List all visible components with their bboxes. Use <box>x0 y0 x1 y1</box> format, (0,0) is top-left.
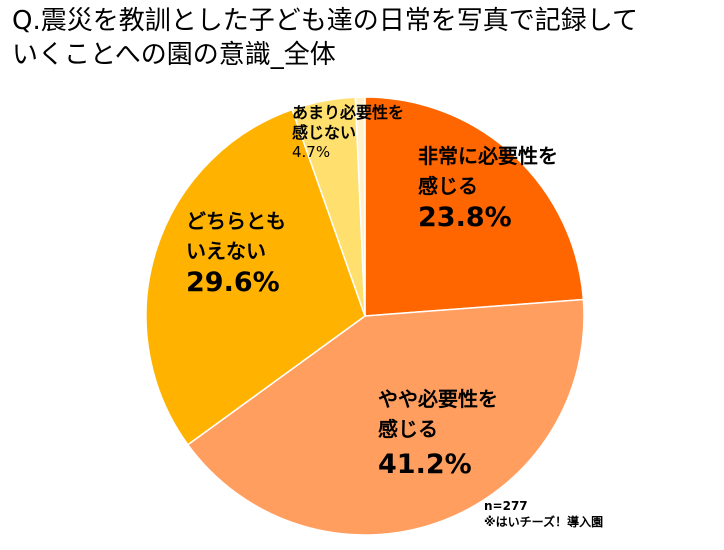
slice-label-not-very-necessary: あまり必要性を 感じない 4.7% <box>292 103 404 161</box>
slice-label-very-necessary: 非常に必要性を 感じる 23.8% <box>418 141 558 235</box>
slice-value-somewhat-necessary: 41.2% <box>378 449 472 480</box>
slice-label-somewhat-necessary: やや必要性を 感じる 41.2% <box>378 384 498 482</box>
slice-label-not-very-necessary-line1: あまり必要性を <box>292 103 405 122</box>
slice-value-not-very-necessary: 4.7% <box>292 143 331 161</box>
slice-value-neither: 29.6% <box>186 267 280 298</box>
slice-label-neither: どちらとも いえない 29.6% <box>186 206 286 300</box>
slice-label-neither-line2: いえない <box>186 239 266 263</box>
slice-not-necessary <box>354 96 366 317</box>
slice-label-very-necessary-line1: 非常に必要性を <box>418 144 558 168</box>
slice-label-very-necessary-line2: 感じる <box>418 174 478 198</box>
slice-label-neither-line1: どちらとも <box>186 209 286 233</box>
slice-value-very-necessary: 23.8% <box>418 202 512 233</box>
chart-title: Q.震災を教訓とした子ども達の日常を写真で記録して いくことへの園の意識_全体 <box>12 4 718 72</box>
slice-label-somewhat-necessary-line1: やや必要性を <box>378 387 498 411</box>
chart-title-line2: いくことへの園の意識_全体 <box>12 40 336 70</box>
slice-neither <box>145 108 366 446</box>
sample-size: n=277 <box>484 499 528 513</box>
slice-very-necessary <box>364 96 585 317</box>
slice-somewhat-necessary <box>186 298 585 536</box>
slice-label-somewhat-necessary-line2: 感じる <box>378 417 438 441</box>
source-note: ※はいチーズ！導入園 <box>484 515 604 529</box>
chart-note: n=277 ※はいチーズ！導入園 <box>484 498 603 530</box>
slice-label-not-very-necessary-line2: 感じない <box>292 123 357 142</box>
chart-title-line1: Q.震災を教訓とした子ども達の日常を写真で記録して <box>12 6 638 36</box>
